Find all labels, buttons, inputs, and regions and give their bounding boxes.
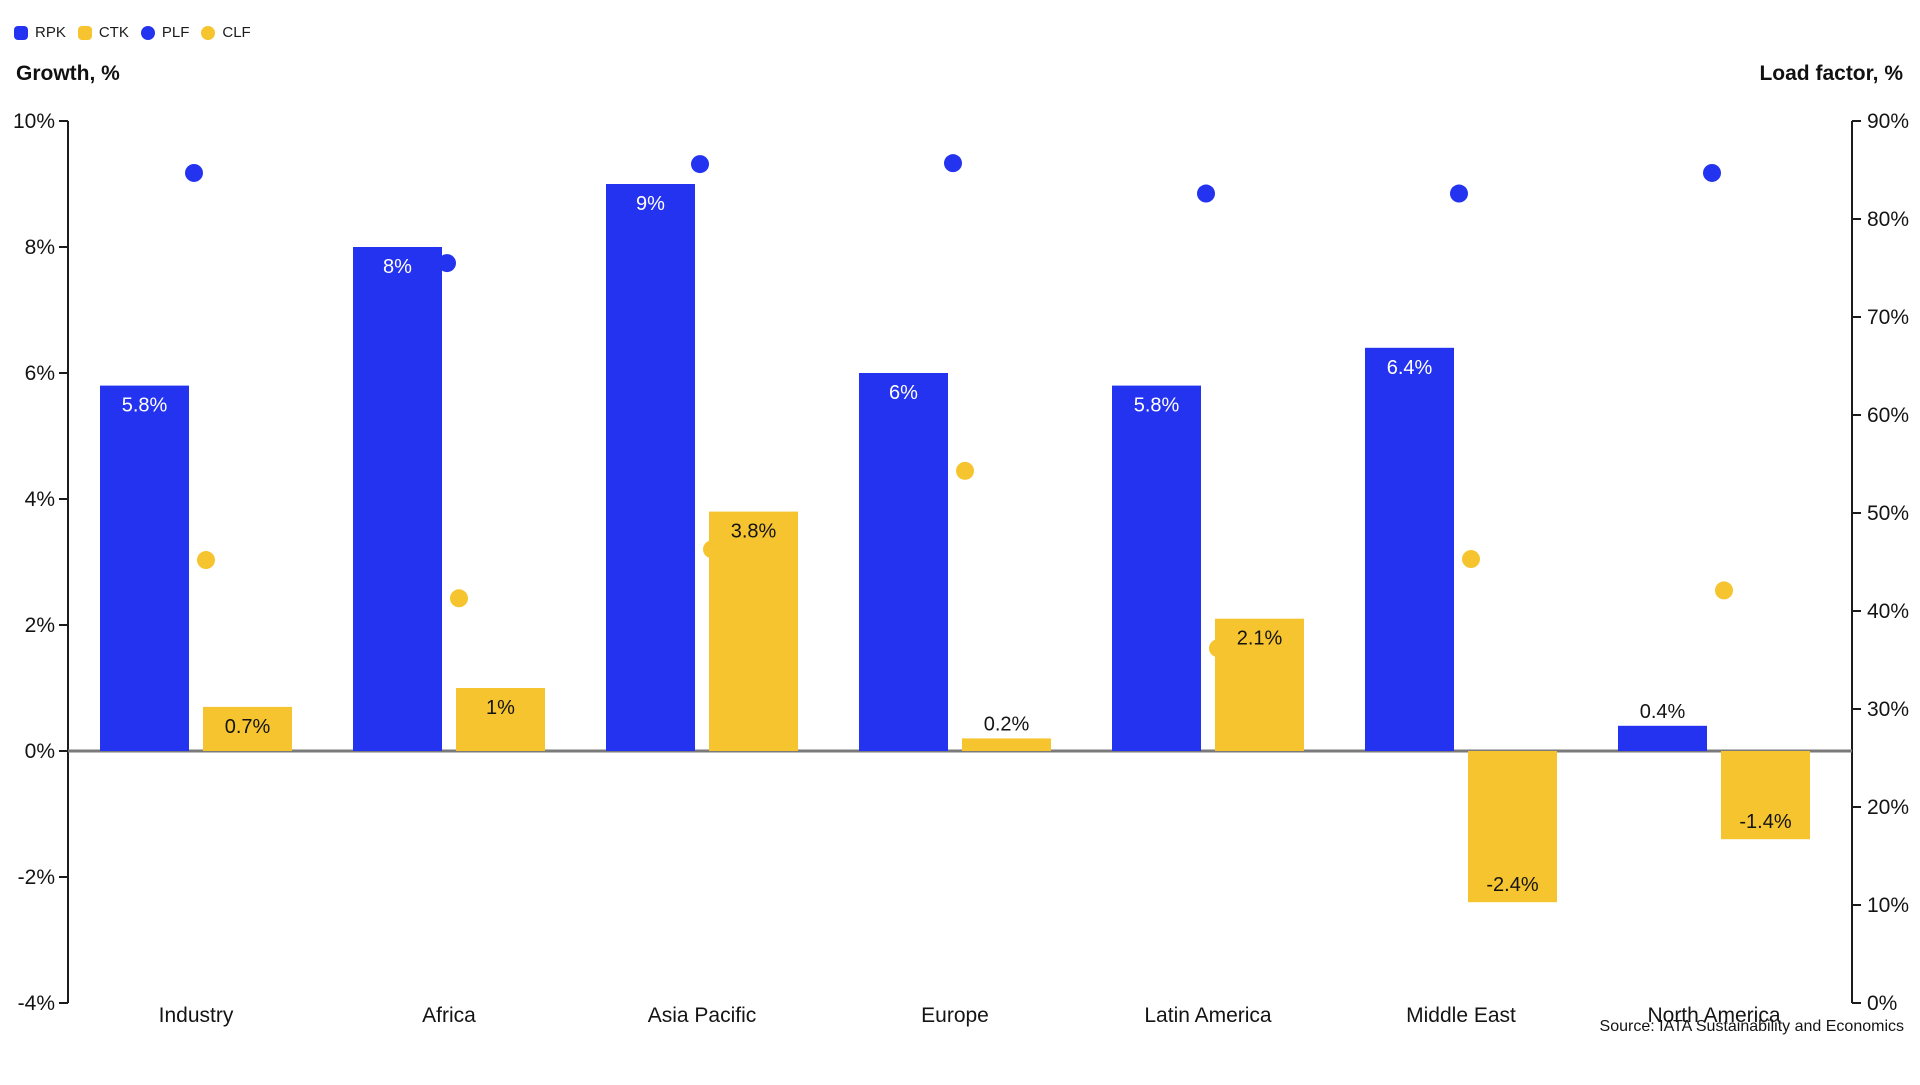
- x-axis-label-middle-east: Middle East: [1406, 1004, 1516, 1027]
- bar-value-label: 0.2%: [984, 713, 1030, 735]
- labels-layer: 5.8% 8% 9% 6% 5.8% 6.4% 0.4% 0.7% 1% 3.8% 0.2% 2.1%…: [122, 193, 1792, 1027]
- bar-ctk-latin-america: [1215, 618, 1304, 751]
- legend-ctk-square-icon: [77, 25, 92, 40]
- dot-clf-industry: [197, 551, 215, 570]
- dots-layer: [185, 154, 1733, 658]
- bar-value-label: 0.4%: [1640, 701, 1686, 723]
- right-axis-tick-label: 90%: [1867, 110, 1909, 133]
- legend-label-clf: CLF: [222, 24, 251, 41]
- dot-clf-latin-america: [1209, 639, 1227, 658]
- right-axis-tick-label: 30%: [1867, 698, 1909, 721]
- left-axis-tick-label: 4%: [25, 488, 55, 511]
- right-axis-title: Load factor, %: [1759, 62, 1903, 85]
- bar-rpk-asia-pacific: [606, 184, 695, 751]
- bar-rpk-middle-east: [1365, 347, 1454, 751]
- dot-plf-africa: [438, 254, 456, 273]
- bar-value-label: 5.8%: [122, 395, 168, 417]
- right-axis-tick-label: 50%: [1867, 502, 1909, 525]
- bar-ctk-north-america: [1721, 751, 1810, 840]
- dot-plf-europe: [944, 154, 962, 173]
- bar-rpk-industry: [100, 385, 189, 751]
- x-axis-label-africa: Africa: [422, 1004, 476, 1027]
- right-axis-tick-label: 0%: [1867, 992, 1897, 1015]
- bar-ctk-europe: [962, 738, 1051, 751]
- dot-plf-middle-east: [1450, 184, 1468, 203]
- legend-item-clf[interactable]: CLF: [201, 24, 251, 41]
- chart-legend: RPK CTK PLF CLF: [14, 24, 251, 41]
- right-axis-tick-label: 20%: [1867, 796, 1909, 819]
- bar-value-label: 0.7%: [225, 716, 271, 738]
- bar-rpk-latin-america: [1112, 385, 1201, 751]
- dot-clf-europe: [956, 461, 974, 480]
- bar-ctk-middle-east: [1468, 751, 1557, 903]
- legend-clf-circle-icon: [201, 25, 216, 40]
- bar-value-label: 5.8%: [1134, 395, 1180, 417]
- left-axis-tick-label: 8%: [25, 236, 55, 259]
- legend-label-rpk: RPK: [35, 24, 66, 41]
- bar-ctk-africa: [456, 688, 545, 751]
- bar-ctk-industry: [203, 706, 292, 751]
- dot-clf-north-america: [1715, 581, 1733, 600]
- bar-value-label: 2.1%: [1237, 628, 1283, 650]
- bar-value-label: 6%: [889, 382, 918, 404]
- x-axis-label-europe: Europe: [921, 1004, 989, 1027]
- x-axis-label-latin-america: Latin America: [1144, 1004, 1272, 1027]
- right-axis-tick-label: 40%: [1867, 600, 1909, 623]
- legend-plf-circle-icon: [140, 25, 155, 40]
- dot-clf-asia-pacific: [703, 540, 721, 559]
- bar-ctk-asia-pacific: [709, 511, 798, 751]
- left-axis-tick-label: 0%: [25, 740, 55, 763]
- bar-value-label: -2.4%: [1486, 874, 1538, 896]
- dot-plf-industry: [185, 163, 203, 182]
- dot-plf-asia-pacific: [691, 155, 709, 174]
- legend-label-ctk: CTK: [98, 24, 129, 41]
- dot-plf-north-america: [1703, 163, 1721, 182]
- left-axis-tick-label: -2%: [18, 866, 55, 889]
- bar-rpk-europe: [859, 373, 948, 751]
- x-axis-label-industry: Industry: [159, 1004, 234, 1027]
- legend-item-plf[interactable]: PLF: [140, 24, 190, 41]
- left-axis-tick-label: -4%: [18, 992, 55, 1015]
- legend-item-rpk[interactable]: RPK: [14, 24, 66, 41]
- axes-layer: 10% 8% 6% 4% 2% 0% -2% -4% 90% 80% 70% 60% 50% 40% 30%…: [13, 110, 1909, 1015]
- legend-rpk-square-icon: [14, 25, 28, 40]
- legend-item-ctk[interactable]: CTK: [77, 24, 129, 41]
- source-note: Source: IATA Sustainability and Economic…: [1599, 1018, 1904, 1035]
- bar-value-label: 6.4%: [1387, 357, 1433, 379]
- x-axis-label-north-america: North America: [1647, 1004, 1780, 1027]
- dot-clf-africa: [450, 589, 468, 608]
- bar-rpk-africa: [353, 247, 442, 751]
- left-axis-tick-label: 10%: [13, 110, 55, 133]
- left-axis-tick-label: 2%: [25, 614, 55, 637]
- bar-value-label: 3.8%: [731, 521, 777, 543]
- left-axis-tick-label: 6%: [25, 362, 55, 385]
- bars-layer: [100, 184, 1810, 903]
- right-axis-tick-label: 60%: [1867, 404, 1909, 427]
- dot-plf-latin-america: [1197, 184, 1215, 203]
- right-axis-tick-label: 10%: [1867, 894, 1909, 917]
- left-axis-title: Growth, %: [16, 62, 120, 85]
- right-axis-tick-label: 70%: [1867, 306, 1909, 329]
- right-axis-tick-label: 80%: [1867, 208, 1909, 231]
- bar-value-label: 9%: [636, 193, 665, 215]
- x-axis-label-asia-pacific: Asia Pacific: [648, 1004, 757, 1027]
- bar-value-label: 1%: [486, 697, 515, 719]
- bar-value-label: -1.4%: [1739, 811, 1791, 833]
- bar-value-label: 8%: [383, 256, 412, 278]
- dot-clf-middle-east: [1462, 550, 1480, 569]
- legend-label-plf: PLF: [161, 24, 190, 41]
- bar-rpk-north-america: [1618, 725, 1707, 751]
